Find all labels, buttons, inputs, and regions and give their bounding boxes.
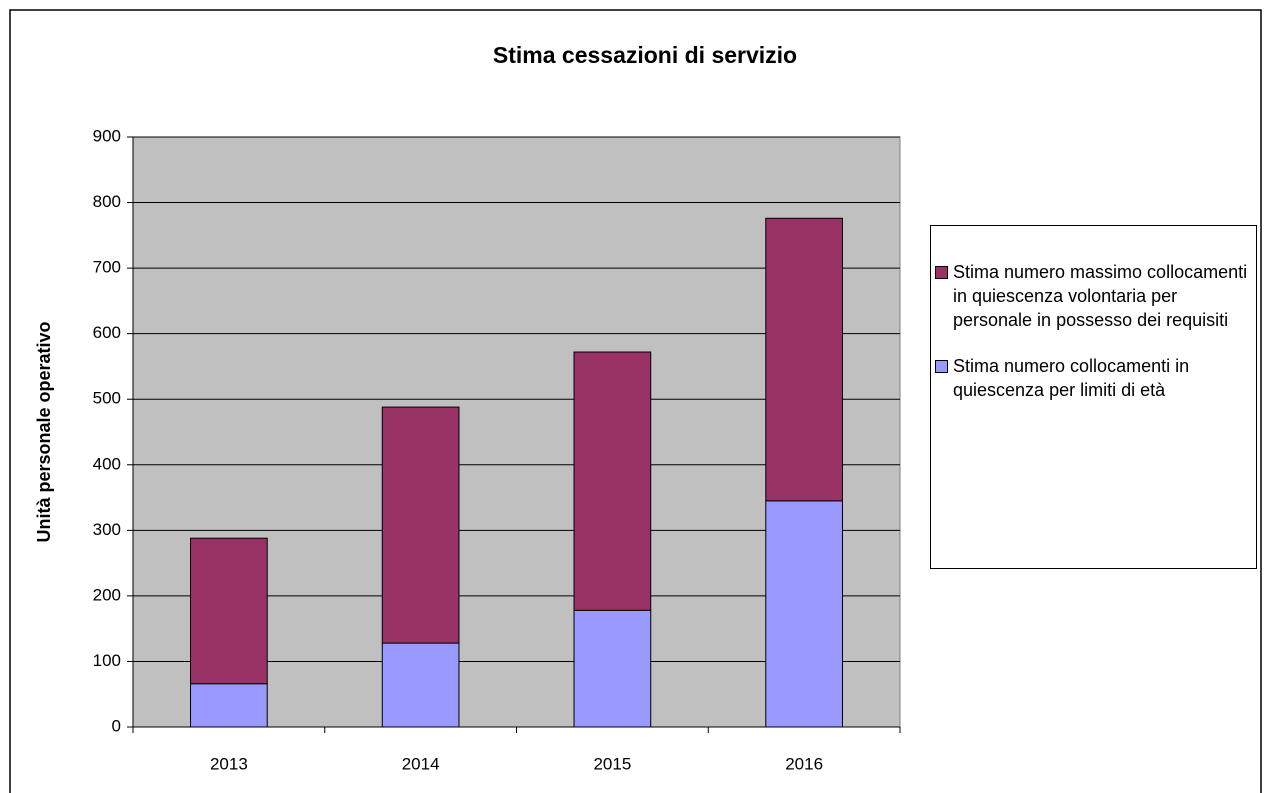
y-tick-label: 100: [93, 651, 121, 670]
legend-swatch: [935, 266, 948, 279]
bar-segment: [381, 406, 460, 644]
y-tick-label: 800: [93, 192, 121, 211]
bar-segment: [573, 351, 652, 611]
y-tick-label: 200: [93, 585, 121, 604]
legend-item: Stima numero collocamenti in quiescenza …: [935, 354, 1250, 402]
legend-label: Stima numero collocamenti in quiescenza …: [953, 356, 1190, 400]
bar-segment: [573, 609, 652, 728]
y-tick-label: 600: [93, 323, 121, 342]
y-tick-label: 900: [93, 126, 121, 145]
x-tick-label: 2016: [785, 754, 823, 773]
bar-segment: [765, 217, 843, 502]
y-tick-label: 0: [112, 716, 121, 735]
bar-segment: [190, 683, 268, 728]
legend-label: Stima numero massimo collocamenti in qui…: [953, 262, 1248, 330]
bar-segment: [765, 500, 843, 728]
y-axis-label: Unità personale operativo: [34, 321, 54, 542]
x-tick-label: 2013: [210, 754, 248, 773]
legend-item: Stima numero massimo collocamenti in qui…: [935, 260, 1250, 332]
bar-segment: [381, 642, 460, 728]
y-tick-label: 700: [93, 258, 121, 277]
y-tick-label: 400: [93, 454, 121, 473]
y-tick-label: 300: [93, 520, 121, 539]
legend-swatch: [935, 360, 948, 373]
bar-segment: [190, 537, 268, 685]
y-tick-label: 500: [93, 389, 121, 408]
x-tick-label: 2014: [402, 754, 440, 773]
x-tick-label: 2015: [593, 754, 631, 773]
chart-title: Stima cessazioni di servizio: [493, 42, 797, 68]
legend: Stima numero massimo collocamenti in qui…: [930, 225, 1257, 569]
